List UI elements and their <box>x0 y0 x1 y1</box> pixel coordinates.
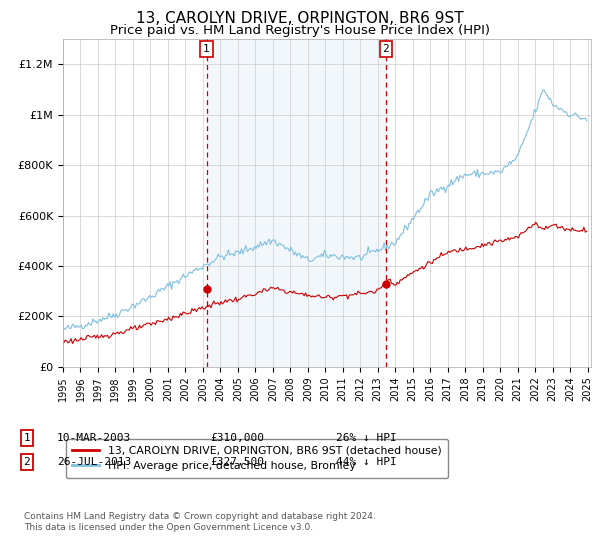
Text: £310,000: £310,000 <box>210 433 264 443</box>
Legend: 13, CAROLYN DRIVE, ORPINGTON, BR6 9ST (detached house), HPI: Average price, deta: 13, CAROLYN DRIVE, ORPINGTON, BR6 9ST (d… <box>66 439 448 478</box>
Text: 26% ↓ HPI: 26% ↓ HPI <box>336 433 397 443</box>
Text: 10-MAR-2003: 10-MAR-2003 <box>57 433 131 443</box>
Text: Price paid vs. HM Land Registry's House Price Index (HPI): Price paid vs. HM Land Registry's House … <box>110 24 490 36</box>
Bar <box>206 39 386 367</box>
Text: £327,500: £327,500 <box>210 457 264 467</box>
Text: 26-JUL-2013: 26-JUL-2013 <box>57 457 131 467</box>
Text: 2: 2 <box>23 457 31 467</box>
Text: 44% ↓ HPI: 44% ↓ HPI <box>336 457 397 467</box>
Text: 1: 1 <box>203 44 210 54</box>
Text: 13, CAROLYN DRIVE, ORPINGTON, BR6 9ST: 13, CAROLYN DRIVE, ORPINGTON, BR6 9ST <box>136 11 464 26</box>
Text: 1: 1 <box>23 433 31 443</box>
Text: Contains HM Land Registry data © Crown copyright and database right 2024.
This d: Contains HM Land Registry data © Crown c… <box>24 512 376 532</box>
Text: 2: 2 <box>382 44 389 54</box>
